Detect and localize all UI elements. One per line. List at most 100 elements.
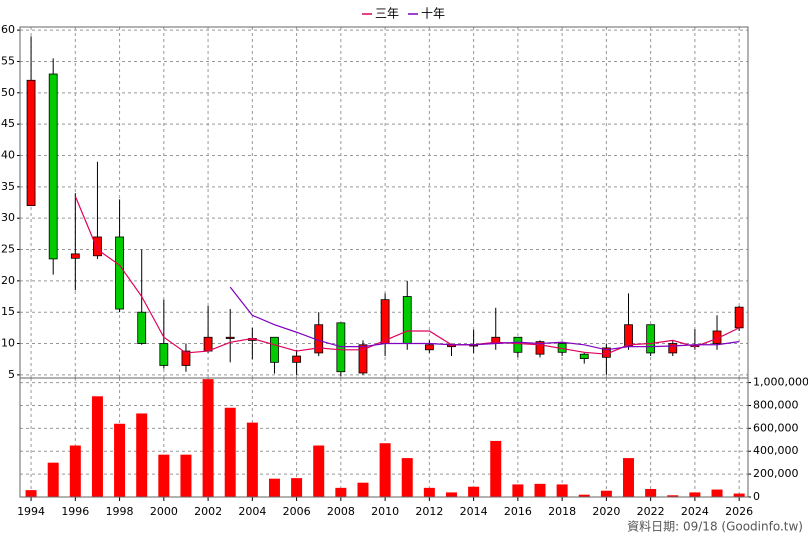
x-tick-label: 2026 <box>725 505 753 518</box>
volume-bar <box>623 458 635 497</box>
volume-bar <box>401 458 413 497</box>
y-tick-label: 60 <box>1 23 15 36</box>
candle-body <box>624 324 633 347</box>
candle-body <box>402 296 412 344</box>
legend-label: 三年 <box>375 7 399 21</box>
volume-bar <box>468 486 480 497</box>
volume-bar <box>268 478 280 497</box>
volume-bar <box>379 443 391 497</box>
volume-bar <box>600 490 612 497</box>
y-tick-label: 40 <box>1 148 15 161</box>
x-tick-label: 1994 <box>17 505 45 518</box>
x-tick-label: 2024 <box>681 505 709 518</box>
candle-body <box>579 353 589 359</box>
candle-body <box>48 73 58 260</box>
volume-bar <box>335 487 347 497</box>
y-tick-label: 50 <box>1 86 15 99</box>
volume-bar <box>667 495 679 497</box>
volume-bar <box>512 484 524 497</box>
y-tick-label: 45 <box>1 117 15 130</box>
y-tick-label: 35 <box>1 180 15 193</box>
candle-body <box>513 336 523 353</box>
volume-bar <box>423 487 435 497</box>
volume-bar <box>202 379 214 497</box>
volume-bar <box>711 489 723 497</box>
x-tick-label: 2000 <box>150 505 178 518</box>
y-tick-label: 5 <box>8 368 15 381</box>
volume-bar <box>25 490 37 497</box>
volume-bar <box>47 462 59 497</box>
volume-bar <box>556 484 568 497</box>
volume-bar <box>357 482 369 497</box>
volume-bar <box>313 445 325 497</box>
candle-body <box>424 344 434 351</box>
candle-body <box>535 341 545 355</box>
volume-bar <box>534 483 546 497</box>
x-tick-label: 2022 <box>637 505 665 518</box>
plot-border <box>19 377 749 498</box>
x-tick-label: 2018 <box>548 505 576 518</box>
y-tick-label: 200,000 <box>753 467 799 480</box>
volume-bar <box>445 492 457 497</box>
ma-line <box>229 286 740 351</box>
y-tick-label: 10 <box>1 337 15 350</box>
volume-bar <box>224 407 236 497</box>
candle-body <box>137 311 147 344</box>
volume-bar <box>180 454 192 497</box>
candle-body <box>225 336 235 339</box>
x-tick-label: 1996 <box>61 505 89 518</box>
x-tick-label: 2014 <box>460 505 488 518</box>
candle-body <box>646 324 656 354</box>
candle-body <box>380 299 390 344</box>
candle-body <box>93 236 102 257</box>
candle-body <box>668 343 678 354</box>
y-tick-label: 30 <box>1 211 15 224</box>
footer: 資料日期: 09/18 (Goodinfo.tw) <box>627 520 803 534</box>
volume-bar <box>91 396 103 497</box>
y-tick-label: 1,000,000 <box>753 376 808 389</box>
y-tick-label: 400,000 <box>753 444 799 457</box>
volume-bar <box>689 492 701 497</box>
candle-body <box>159 343 169 366</box>
legend-label: 十年 <box>421 7 445 21</box>
volume-bar <box>291 478 303 497</box>
candle-body <box>70 253 80 259</box>
candle-body <box>336 322 346 373</box>
volume-bar <box>114 423 126 497</box>
x-tick-label: 2012 <box>415 505 443 518</box>
x-tick-label: 2002 <box>194 505 222 518</box>
y-tick-label: 600,000 <box>753 421 799 434</box>
candle-body <box>26 79 36 207</box>
candle-body <box>115 236 124 310</box>
x-tick-label: 2016 <box>504 505 532 518</box>
y-tick-label: 800,000 <box>753 398 799 411</box>
x-tick-label: 2008 <box>327 505 355 518</box>
candle-body <box>358 344 368 374</box>
candle-body <box>712 330 722 344</box>
x-tick-label: 1998 <box>106 505 134 518</box>
y-tick-label: 15 <box>1 305 15 318</box>
x-tick-label: 2006 <box>283 505 311 518</box>
y-tick-label: 20 <box>1 274 15 287</box>
volume-bar <box>158 454 170 497</box>
candle-body <box>181 350 191 366</box>
ma-line <box>74 196 740 355</box>
volume-bar <box>733 493 745 497</box>
candle-body <box>203 336 213 352</box>
x-tick-label: 2020 <box>592 505 620 518</box>
x-tick-label: 2004 <box>238 505 266 518</box>
volume-bar <box>578 494 590 497</box>
volume-bar <box>246 422 258 497</box>
volume-bar <box>490 440 502 497</box>
candle-body <box>734 306 744 329</box>
y-tick-label: 0 <box>753 490 760 503</box>
candle-body <box>270 336 279 363</box>
y-tick-label: 25 <box>1 243 15 256</box>
candle-body <box>292 355 301 363</box>
x-tick-label: 2010 <box>371 505 399 518</box>
volume-bar <box>136 413 148 497</box>
volume-bar <box>645 488 657 497</box>
y-tick-label: 55 <box>1 54 15 67</box>
volume-bar <box>69 445 81 497</box>
